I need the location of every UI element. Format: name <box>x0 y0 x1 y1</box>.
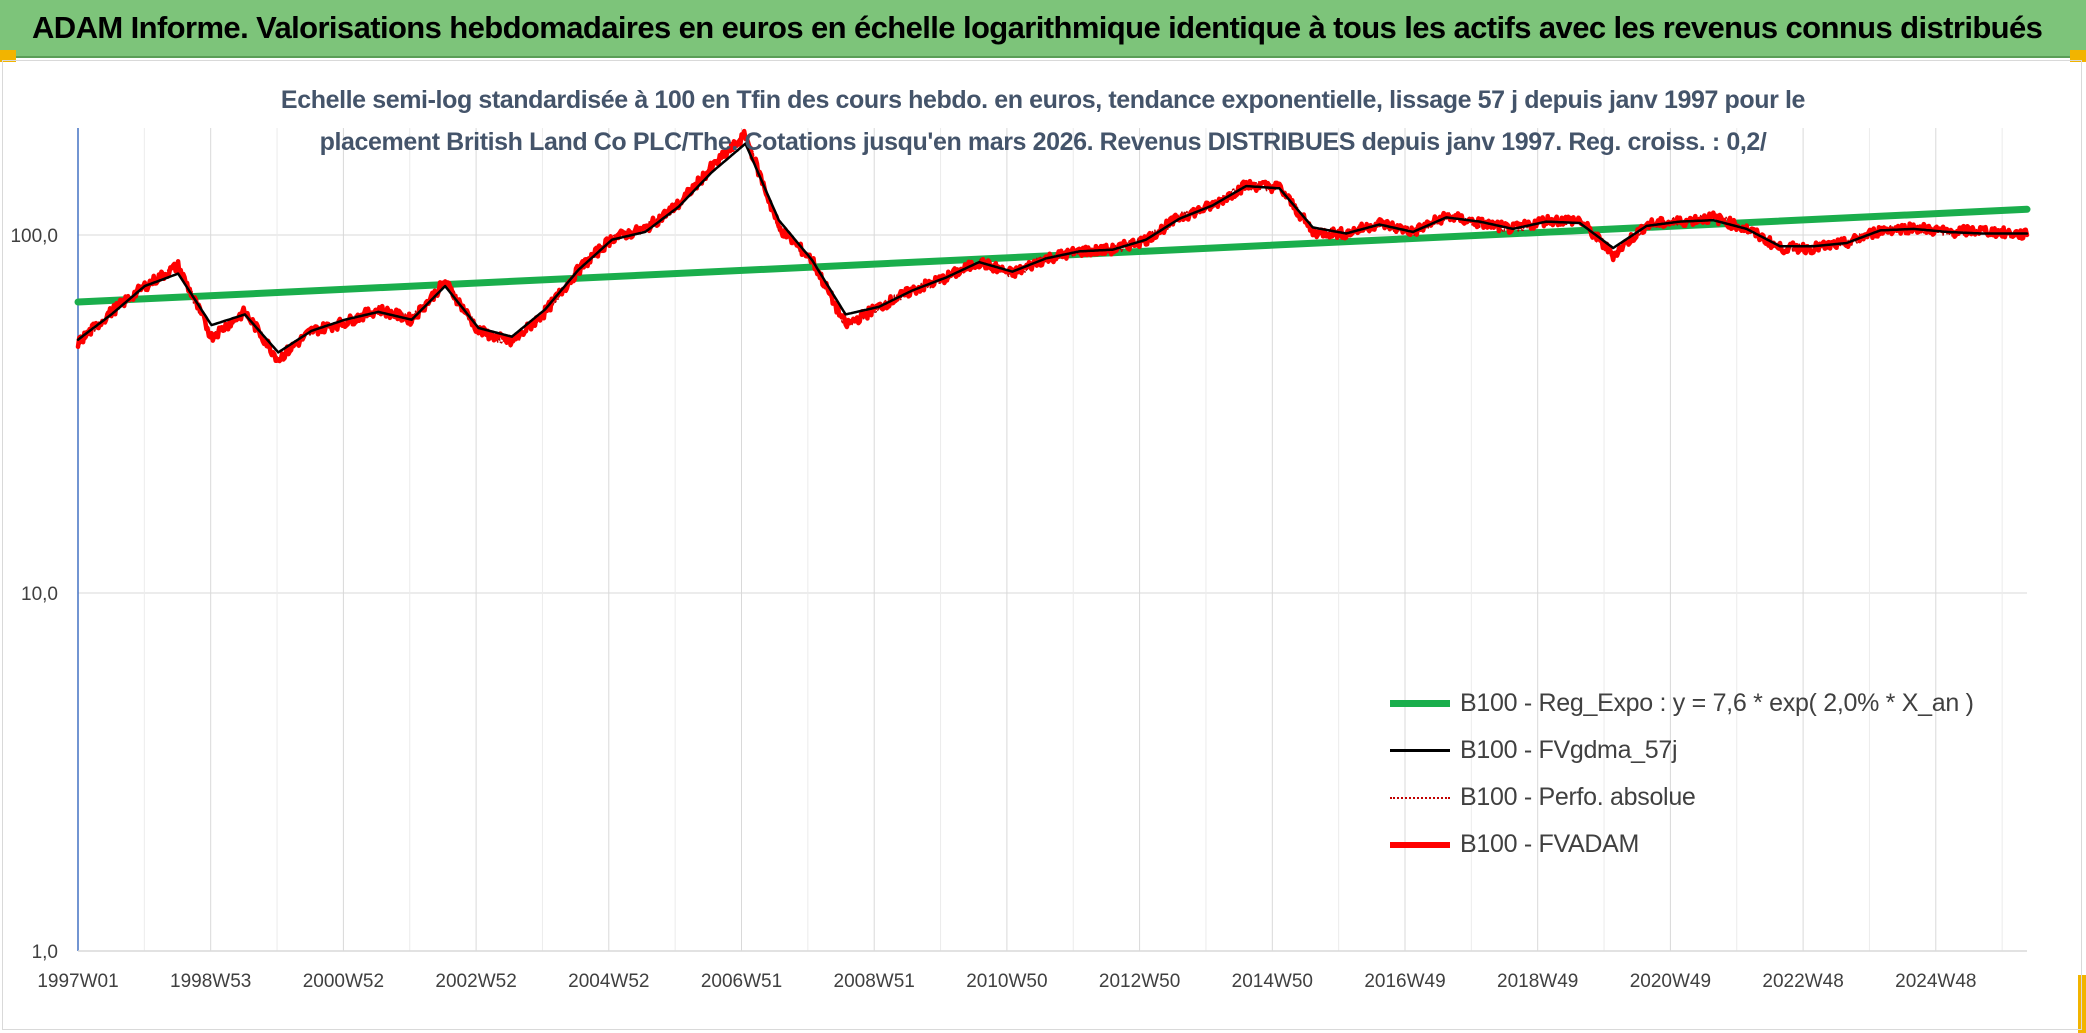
series-line-smoothed <box>76 142 2029 354</box>
chart-legend: B100 - Reg_Expo : y = 7,6 * exp( 2,0% * … <box>1390 680 1990 868</box>
x-tick-label: 2018W49 <box>1497 971 1578 992</box>
y-tick-label: 100,0 <box>10 226 58 247</box>
legend-item-fvadam: B100 - FVADAM <box>1390 821 1990 868</box>
corner-marker-top-left <box>0 50 16 62</box>
legend-label-fvadam: B100 - FVADAM <box>1460 830 1640 858</box>
grid <box>78 128 2027 952</box>
legend-item-smoothed: B100 - FVgdma_57j <box>1390 727 1990 774</box>
legend-item-trend: B100 - Reg_Expo : y = 7,6 * exp( 2,0% * … <box>1390 680 1990 727</box>
x-tick-label: 1998W53 <box>170 971 251 992</box>
series-line-fvadam <box>75 128 2030 364</box>
legend-label-perf: B100 - Perfo. absolue <box>1460 783 1696 811</box>
x-tick-label: 2014W50 <box>1232 971 1313 992</box>
x-tick-label: 1997W01 <box>37 971 118 992</box>
y-tick-label: 10,0 <box>21 584 58 605</box>
series-group <box>74 128 2031 364</box>
x-tick-label: 2008W51 <box>834 971 915 992</box>
legend-label-trend: B100 - Reg_Expo : y = 7,6 * exp( 2,0% * … <box>1460 689 1974 717</box>
report-banner: ADAM Informe. Valorisations hebdomadaire… <box>0 0 2086 58</box>
legend-swatch-trend <box>1390 700 1450 707</box>
tick-labels: 1,0 10,0 100,0 1997W01 1998W53 2000W52 2002W52… <box>10 226 1976 992</box>
report-title: ADAM Informe. Valorisations hebdomadaire… <box>32 10 2043 45</box>
x-tick-label: 2006W51 <box>701 971 782 992</box>
legend-swatch-perf <box>1390 796 1450 799</box>
x-tick-label: 2000W52 <box>303 971 384 992</box>
corner-marker-top-right <box>2070 50 2086 62</box>
x-tick-label: 2010W50 <box>966 971 1047 992</box>
x-tick-label: 2024W48 <box>1895 971 1976 992</box>
y-tick-label: 1,0 <box>32 942 58 963</box>
legend-item-perf: B100 - Perfo. absolue <box>1390 774 1990 821</box>
x-tick-label: 2002W52 <box>435 971 516 992</box>
series-line-perf <box>77 131 2028 361</box>
legend-swatch-smoothed <box>1390 749 1450 752</box>
corner-marker-bottom-right <box>2078 975 2086 1033</box>
axes <box>77 128 2027 952</box>
x-tick-label: 2012W50 <box>1099 971 1180 992</box>
x-tick-label: 2016W49 <box>1364 971 1445 992</box>
chart-title-line-1: Echelle semi-log standardisée à 100 en T… <box>280 86 1806 114</box>
legend-label-smoothed: B100 - FVgdma_57j <box>1460 736 1678 764</box>
chart-area <box>2 60 2082 1030</box>
x-tick-label: 2020W49 <box>1630 971 1711 992</box>
x-tick-label: 2004W52 <box>568 971 649 992</box>
x-tick-label: 2022W48 <box>1762 971 1843 992</box>
legend-swatch-fvadam <box>1390 841 1450 848</box>
chart-title-line-2: placement British Land Co PLC/The. Cotat… <box>319 128 1767 156</box>
